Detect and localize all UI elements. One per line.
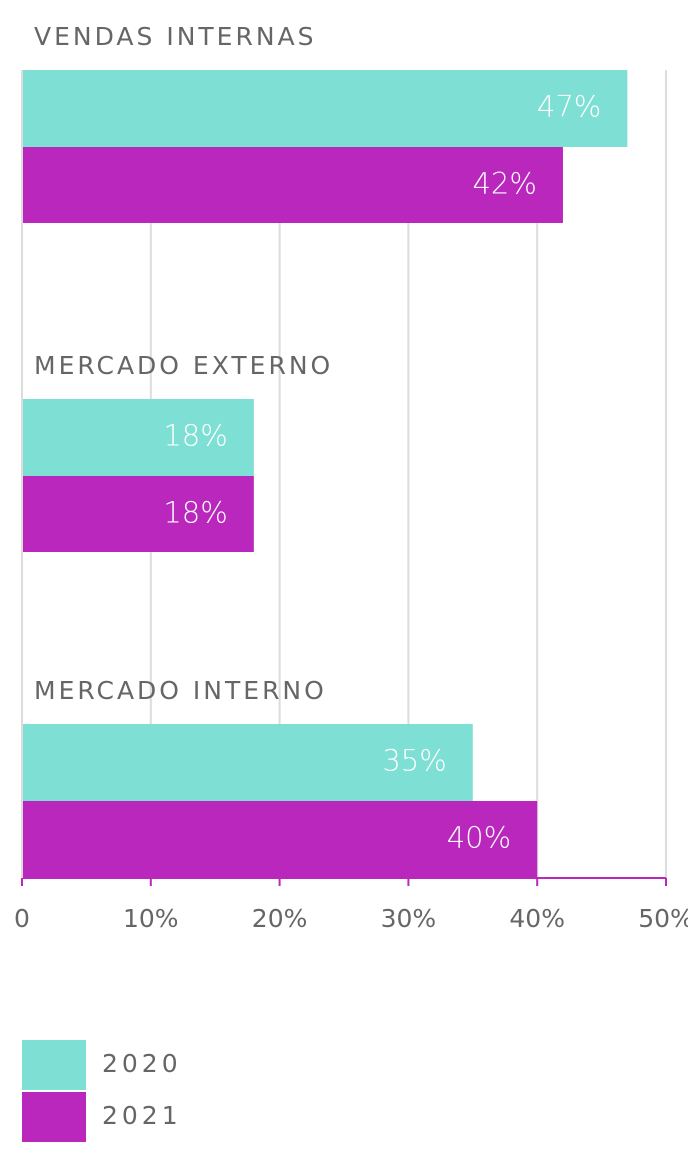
value-label: 42% [472,167,536,201]
bar [22,399,254,476]
value-label: 47% [537,90,601,124]
x-tick-label: 0 [14,904,30,933]
legend-label: 2021 [102,1101,182,1130]
bar [22,724,473,801]
value-label: 18% [163,419,227,453]
category-label: MERCADO INTERNO [34,676,327,705]
x-tick-label: 40% [509,904,565,933]
x-tick-label: 30% [381,904,437,933]
x-tick-label: 50% [638,904,688,933]
bar [22,801,538,877]
value-label: 18% [163,496,227,530]
bar [22,147,563,223]
x-tick-label: 20% [252,904,308,933]
bar [22,476,254,552]
legend-swatch [22,1040,86,1090]
bar [22,70,628,147]
legend-label: 2020 [102,1049,182,1078]
legend-swatch [22,1092,86,1142]
value-label: 40% [447,821,511,855]
x-tick-label: 10% [123,904,179,933]
value-label: 35% [382,744,446,778]
category-label: MERCADO EXTERNO [34,351,333,380]
category-label: VENDAS INTERNAS [34,22,317,51]
